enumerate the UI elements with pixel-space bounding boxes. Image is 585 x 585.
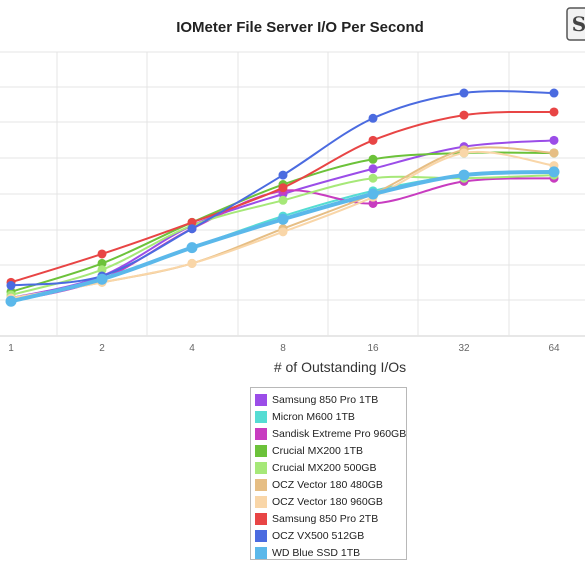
plot-area: 1 2 4 8 16 32 64	[0, 51, 585, 354]
data-point	[96, 273, 108, 285]
legend-label: OCZ Vector 180 480GB	[272, 478, 383, 491]
legend-label: Crucial MX200 500GB	[272, 461, 377, 474]
x-tick-label: 64	[548, 343, 560, 354]
legend-item: OCZ Vector 180 960GB	[255, 493, 406, 510]
svg-text:S: S	[572, 12, 585, 36]
series-layer	[5, 88, 560, 307]
legend-swatch	[255, 410, 267, 423]
legend-item: Crucial MX200 500GB	[255, 459, 406, 476]
legend-swatch	[255, 427, 267, 440]
legend-item: Crucial MX200 1TB	[255, 442, 406, 459]
x-tick-label: 4	[189, 343, 195, 354]
grid-lines	[0, 51, 585, 337]
data-point	[186, 242, 198, 254]
legend-item: Samsung 850 Pro 1TB	[255, 391, 406, 408]
data-point	[187, 258, 197, 268]
data-point	[277, 213, 289, 225]
data-point	[368, 164, 378, 174]
legend-swatch	[255, 546, 267, 559]
data-point	[187, 217, 197, 227]
data-point	[549, 88, 559, 98]
data-point	[97, 258, 107, 268]
legend-item: WD Blue SSD 1TB	[255, 544, 406, 561]
legend-swatch	[255, 478, 267, 491]
data-point	[278, 195, 288, 205]
legend-swatch	[255, 529, 267, 542]
data-point	[97, 265, 107, 275]
legend-item: Sandisk Extreme Pro 960GB	[255, 425, 406, 442]
data-point	[368, 198, 378, 208]
x-axis-label: # of Outstanding I/Os	[273, 359, 407, 375]
legend-swatch	[255, 461, 267, 474]
x-tick-labels: 1 2 4 8 16 32 64	[8, 343, 560, 354]
legend-swatch	[255, 444, 267, 457]
data-point	[6, 281, 16, 291]
legend-label: OCZ Vector 180 960GB	[272, 495, 383, 508]
data-point	[368, 113, 378, 123]
legend-item: OCZ Vector 180 480GB	[255, 476, 406, 493]
site-logo-icon: S	[565, 6, 585, 42]
data-point	[368, 173, 378, 183]
x-tick-label: 1	[8, 343, 14, 354]
data-point	[368, 154, 378, 164]
data-point	[549, 107, 559, 117]
data-point	[458, 169, 470, 181]
legend-swatch	[255, 512, 267, 525]
legend: Samsung 850 Pro 1TB Micron M600 1TB Sandis…	[250, 387, 407, 560]
x-tick-label: 2	[99, 343, 105, 354]
legend-label: OCZ VX500 512GB	[272, 529, 365, 542]
data-point	[548, 166, 560, 178]
x-tick-label: 32	[458, 343, 470, 354]
x-tick-label: 8	[280, 343, 286, 354]
data-point	[278, 227, 288, 237]
data-point	[187, 224, 197, 234]
data-point	[459, 148, 469, 158]
legend-label: Samsung 850 Pro 1TB	[272, 393, 379, 406]
legend-swatch	[255, 495, 267, 508]
data-point	[549, 148, 559, 158]
data-point	[97, 249, 107, 259]
legend-swatch	[255, 393, 267, 406]
legend-label: Sandisk Extreme Pro 960GB	[272, 427, 407, 440]
legend-item: OCZ VX500 512GB	[255, 527, 406, 544]
x-tick-label: 16	[367, 343, 379, 354]
legend-item: Micron M600 1TB	[255, 408, 406, 425]
data-point	[549, 135, 559, 145]
chart-title: IOMeter File Server I/O Per Second	[176, 19, 424, 36]
data-point	[459, 110, 469, 120]
series-wd-blue-ssd-1tb	[5, 166, 560, 307]
data-point	[278, 170, 288, 180]
data-point	[278, 183, 288, 193]
legend-label: Samsung 850 Pro 2TB	[272, 512, 379, 525]
legend-label: Micron M600 1TB	[272, 410, 355, 423]
data-point	[367, 188, 379, 200]
legend-label: Crucial MX200 1TB	[272, 444, 364, 457]
data-point	[368, 135, 378, 145]
legend-label: WD Blue SSD 1TB	[272, 546, 361, 559]
data-point	[459, 88, 469, 98]
legend-item: Samsung 850 Pro 2TB	[255, 510, 406, 527]
data-point	[5, 295, 17, 307]
